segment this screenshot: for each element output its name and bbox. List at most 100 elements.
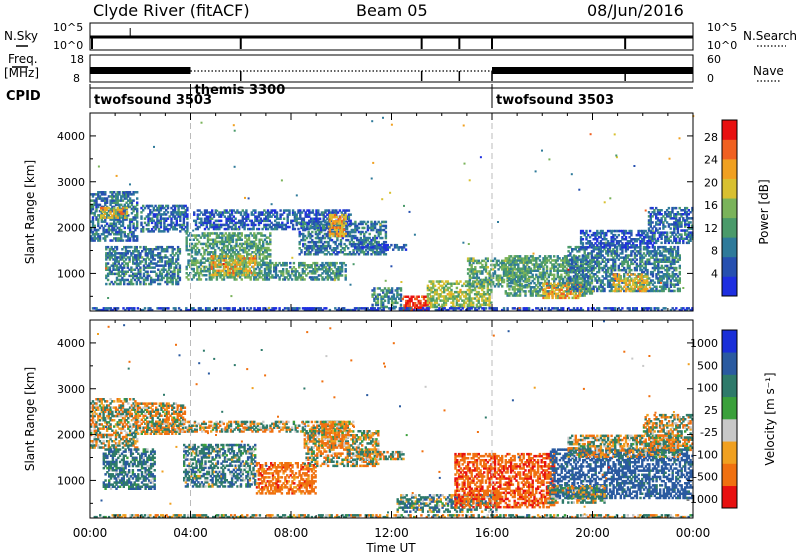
- echo-cell: [546, 265, 548, 268]
- echo-cell: [220, 255, 222, 258]
- cpid-segment-label-2: twofsound 3503: [496, 93, 614, 108]
- echo-cell: [562, 291, 564, 294]
- echo-cell: [472, 283, 474, 286]
- nsky-panel: N.Sky 10^5 10^0 10^5 10^0 N.Search: [4, 21, 797, 52]
- echo-cell: [139, 281, 141, 284]
- echo-cell: [578, 286, 580, 289]
- echo-cell: [587, 288, 589, 291]
- echo-cell: [459, 295, 461, 298]
- echo-cell: [557, 283, 559, 286]
- echo-cell: [311, 227, 313, 230]
- echo-cell: [142, 209, 144, 212]
- echo-cell: [490, 289, 492, 292]
- echo-cell: [126, 216, 128, 219]
- echo-cell: [140, 215, 142, 218]
- echo-cell: [345, 274, 347, 277]
- echo-cell: [405, 244, 407, 247]
- echo-cell: [136, 235, 138, 238]
- echo-cell: [370, 244, 372, 247]
- echo-cell: [548, 280, 550, 283]
- echo-cell: [292, 224, 294, 227]
- echo-cell: [266, 262, 268, 265]
- echo-cell: [126, 207, 128, 210]
- echo-cell: [140, 222, 142, 225]
- nsky-tick-top: 10^5: [53, 21, 83, 34]
- echo-cell: [124, 231, 126, 234]
- echo-cell: [283, 218, 285, 221]
- echo-cell: [231, 257, 233, 260]
- echo-cell: [367, 221, 369, 224]
- echo-cell: [269, 270, 271, 273]
- echo-cell: [487, 257, 489, 260]
- echo-cell: [260, 270, 262, 273]
- echo-cell: [288, 209, 290, 212]
- echo-cell: [220, 220, 222, 223]
- echo-cell: [359, 248, 361, 251]
- echo-cell: [214, 261, 216, 264]
- echo-cell: [508, 259, 510, 262]
- echo-cell: [167, 211, 169, 214]
- freq-panel: Freq. [MHz] 18 8 60 0 Nave: [4, 52, 784, 85]
- nave-tick-bottom: 0: [707, 72, 714, 85]
- echo-cell: [286, 262, 288, 265]
- echo-cell: [318, 278, 320, 281]
- echo-cell: [392, 248, 394, 251]
- echo-cell: [205, 278, 207, 281]
- echo-cell: [269, 259, 271, 262]
- echo-cell: [345, 214, 347, 217]
- echo-cell: [345, 264, 347, 267]
- echo-cell: [381, 237, 383, 240]
- echo-cell: [254, 224, 256, 227]
- echo-cell: [591, 279, 593, 282]
- echo-cell: [568, 297, 570, 300]
- echo-cell: [396, 302, 398, 305]
- echo-cell: [160, 209, 162, 212]
- echo-cell: [136, 202, 138, 205]
- echo-cell: [293, 262, 295, 265]
- echo-cell: [456, 287, 458, 290]
- echo-cell: [200, 218, 202, 221]
- echo-cell: [384, 300, 386, 303]
- freq-tick-bottom: 8: [73, 72, 80, 85]
- echo-cell: [410, 298, 412, 301]
- echo-cell: [388, 246, 390, 249]
- freq-high-block-0: [90, 67, 191, 74]
- echo-cell: [218, 259, 220, 262]
- echo-cell: [132, 223, 134, 226]
- echo-cell: [104, 191, 106, 194]
- echo-cell: [147, 224, 149, 227]
- freq-trace: [90, 67, 693, 81]
- echo-cell: [241, 232, 243, 235]
- freq-high-block-1: [492, 67, 693, 74]
- echo-cell: [350, 220, 352, 223]
- echo-cell: [400, 304, 402, 307]
- echo-cell: [494, 266, 496, 269]
- echo-cell: [179, 264, 181, 267]
- echo-cell: [269, 239, 271, 242]
- echo-cell: [519, 255, 521, 258]
- echo-cell: [317, 209, 319, 212]
- echo-cell: [432, 280, 434, 283]
- echo-cell: [567, 283, 569, 286]
- echo-cell: [223, 255, 225, 258]
- echo-cell: [136, 220, 138, 223]
- echo-cell: [300, 249, 302, 252]
- echo-cell: [249, 268, 251, 271]
- echo-cell: [214, 249, 216, 252]
- nsearch-tick-bottom: 10^0: [707, 39, 737, 52]
- echo-cell: [132, 283, 134, 286]
- echo-cell: [279, 209, 281, 212]
- echo-cell: [603, 288, 605, 291]
- echo-cell: [320, 221, 322, 224]
- echo-cell: [350, 213, 352, 216]
- echo-cell: [211, 209, 213, 212]
- echo-cell: [343, 228, 345, 231]
- echo-cell: [387, 244, 389, 247]
- cpid-label: CPID: [6, 89, 41, 104]
- nave-tick-top: 60: [707, 53, 721, 66]
- echo-cell: [403, 246, 405, 249]
- freq-label: Freq.: [8, 52, 38, 66]
- echo-cell: [311, 235, 313, 238]
- echo-cell: [258, 228, 260, 231]
